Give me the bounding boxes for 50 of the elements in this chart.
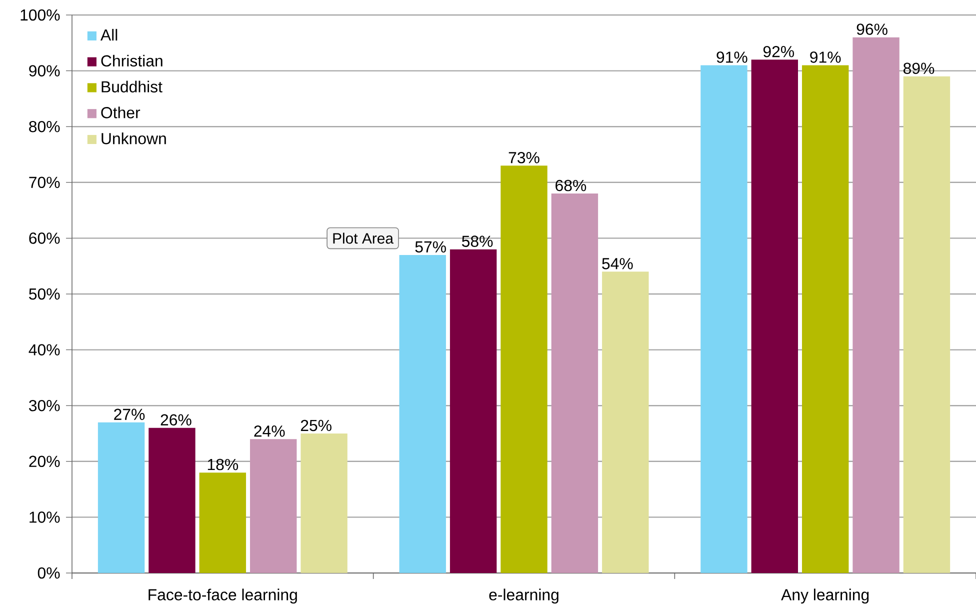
- bar: [852, 37, 900, 573]
- legend-label: Other: [101, 106, 140, 118]
- y-tick-label: 30%: [29, 400, 60, 412]
- bar: [399, 254, 446, 573]
- data-label: 26%: [160, 414, 192, 426]
- data-label: 18%: [208, 458, 238, 470]
- data-label: 92%: [763, 46, 794, 58]
- y-tick-label: 0%: [38, 567, 60, 579]
- data-label: 91%: [810, 52, 841, 63]
- bar: [300, 434, 348, 573]
- data-label: 54%: [602, 258, 633, 270]
- y-tick-label: 80%: [29, 120, 60, 132]
- y-tick-label: 90%: [29, 65, 60, 76]
- legend-label: Unknown: [102, 132, 166, 144]
- x-tick-label: e-learning: [489, 588, 558, 604]
- annotation: Plot Area: [333, 232, 394, 244]
- y-tick-label: 70%: [29, 176, 60, 188]
- data-label: 58%: [462, 236, 493, 247]
- y-tick-label: 40%: [28, 344, 60, 356]
- y-tick-label: 60%: [29, 232, 60, 244]
- legend-label: Buddhist: [102, 80, 162, 92]
- data-label: 73%: [508, 152, 540, 164]
- bar: [802, 65, 849, 573]
- bar: [199, 472, 246, 573]
- data-label: 96%: [856, 24, 888, 35]
- x-tick-label: Any learning: [781, 588, 869, 604]
- y-tick-label: 20%: [29, 456, 60, 468]
- legend-label: Christian: [101, 54, 162, 67]
- data-label: 25%: [300, 420, 332, 432]
- y-tick-label: 10%: [30, 512, 60, 523]
- bar: [148, 428, 196, 573]
- data-label: 24%: [254, 425, 285, 437]
- bar: [450, 249, 497, 573]
- y-tick-label: 100%: [20, 9, 60, 21]
- bar: [602, 272, 649, 573]
- x-tick-label: Face-to-face learning: [148, 588, 297, 604]
- bar: [250, 439, 297, 573]
- y-tick-label: 50%: [29, 288, 60, 300]
- data-label: 91%: [716, 52, 748, 63]
- data-label: 89%: [903, 62, 934, 74]
- bar: [903, 76, 950, 573]
- legend-label: All: [100, 28, 118, 40]
- bar: [751, 60, 798, 573]
- data-label: 57%: [415, 241, 446, 253]
- data-label: 68%: [556, 180, 586, 192]
- bar: [700, 65, 748, 573]
- data-label: 27%: [114, 408, 145, 420]
- bar: [551, 194, 598, 573]
- bar: [500, 166, 548, 573]
- bar: [98, 422, 145, 573]
